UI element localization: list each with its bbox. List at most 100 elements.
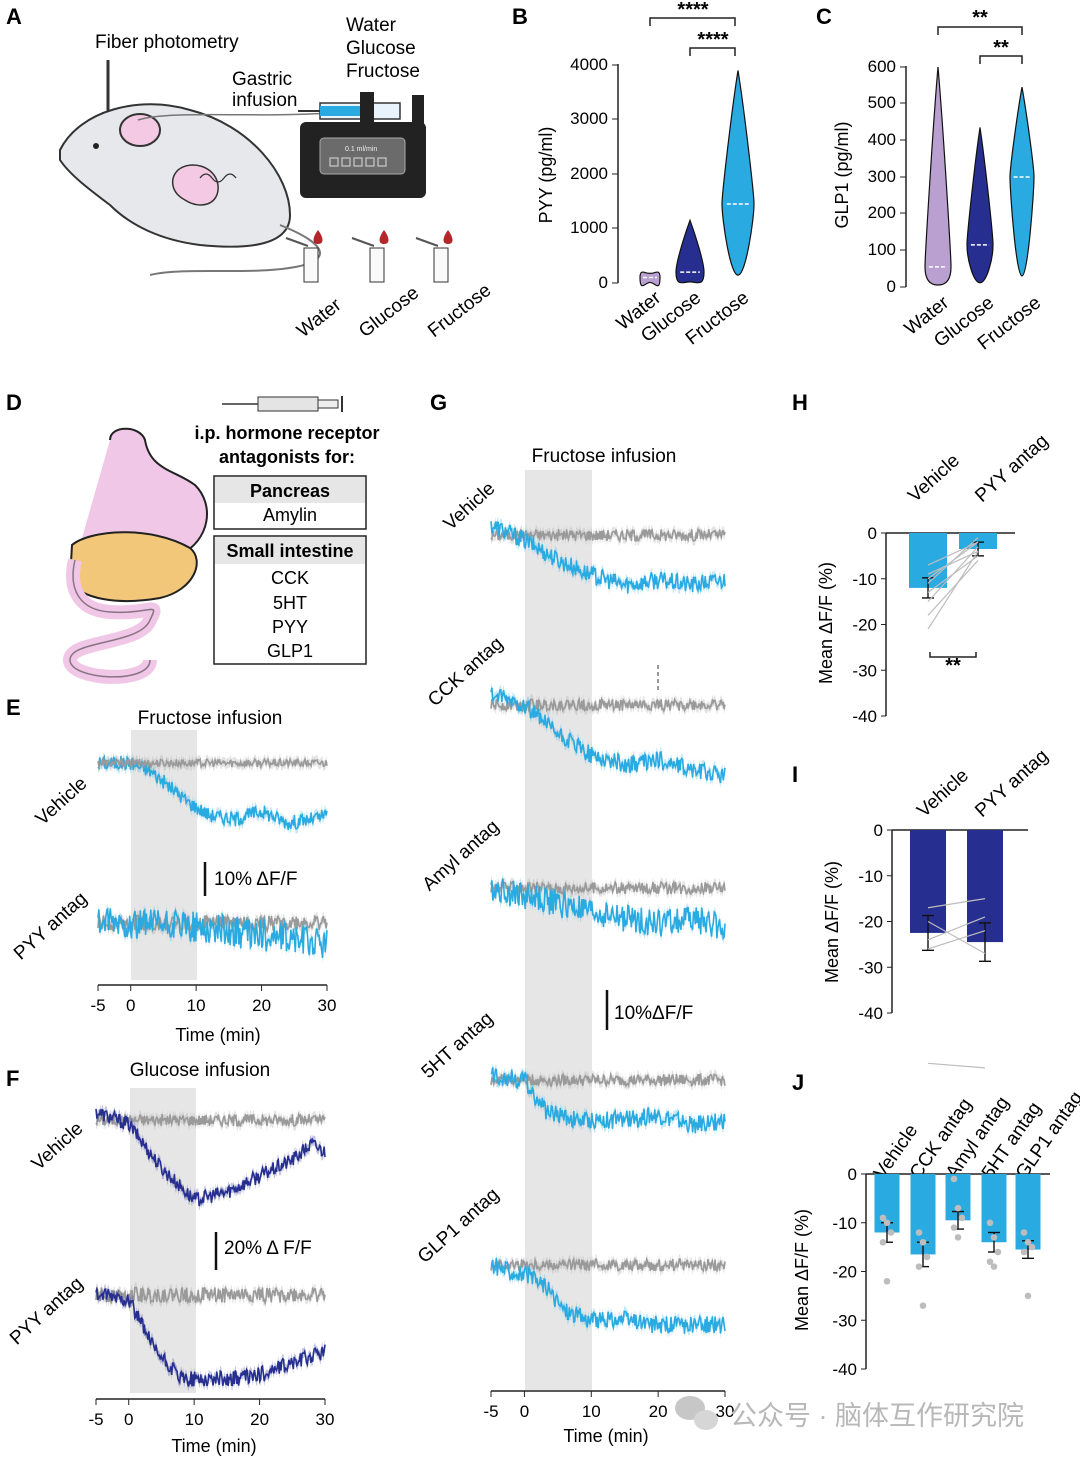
trace-line bbox=[97, 754, 328, 831]
e-xaxis: -5 0 10 20 30 bbox=[90, 985, 336, 1015]
x-tick-label: 0 bbox=[124, 1410, 133, 1429]
d-heading-2: antagonists for: bbox=[219, 447, 355, 467]
violin-water bbox=[639, 271, 661, 287]
y-tick-label: -30 bbox=[858, 958, 883, 977]
data-point bbox=[915, 1263, 923, 1270]
panel-letter-h: H bbox=[792, 390, 808, 415]
syringe-pump: 0.1 ml/min bbox=[298, 92, 426, 198]
d-heading-1: i.p. hormone receptor bbox=[194, 423, 379, 443]
panel-j-bars: J Mean ΔF/F (%) Vehicle CCK antag Amyl a… bbox=[792, 1070, 1080, 1379]
y-tick-label: -20 bbox=[852, 616, 877, 635]
paired-line bbox=[927, 898, 986, 909]
g-cond-glp1: GLP1 antag bbox=[414, 1184, 503, 1267]
h-ylabel: Mean ΔF/F (%) bbox=[816, 562, 836, 684]
data-point bbox=[1024, 1292, 1032, 1300]
g-cond-5ht: 5HT antag bbox=[418, 1008, 498, 1083]
h-xtick-vehicle: Vehicle bbox=[904, 450, 964, 507]
panel-c-glp1-violin: C GLP1 (pg/ml) 0 100 200 300 400 500 600… bbox=[816, 4, 1045, 354]
data-point bbox=[919, 1302, 927, 1309]
intestine-heading: Small intestine bbox=[226, 541, 353, 561]
data-point bbox=[915, 1229, 923, 1236]
syringe-icon bbox=[222, 396, 343, 412]
trace-line bbox=[490, 526, 726, 543]
violin-fructose bbox=[1009, 87, 1035, 277]
violin-glucose bbox=[675, 218, 705, 284]
panel-letter-a: A bbox=[6, 4, 22, 29]
paired-line bbox=[927, 550, 979, 630]
bar-glp1-antag bbox=[1015, 1174, 1041, 1250]
c-ylabel: GLP1 (pg/ml) bbox=[832, 121, 852, 228]
c-violins bbox=[924, 66, 1035, 286]
h-sig-bracket bbox=[929, 652, 977, 658]
pancreas-heading: Pancreas bbox=[250, 481, 330, 501]
panel-f-traces: F Glucose infusion Vehicle PYY antag 20%… bbox=[6, 1060, 334, 1456]
data-point bbox=[883, 1219, 891, 1227]
trace-line bbox=[490, 1257, 726, 1334]
c-sig-bracket-2 bbox=[979, 55, 1023, 64]
paired-line bbox=[927, 930, 986, 950]
trace-line bbox=[95, 1111, 326, 1128]
x-tick-label: 30 bbox=[716, 1402, 735, 1421]
panel-a: A Fiber photometry Gastric infusion Wate… bbox=[6, 4, 495, 342]
intestine-item-5ht: 5HT bbox=[273, 593, 307, 613]
f-scalebar-label: 20% Δ F/F bbox=[224, 1238, 312, 1259]
b-sig-label-1: **** bbox=[677, 0, 708, 21]
solution-label-glucose: Glucose bbox=[346, 38, 416, 59]
c-sig-bracket-1 bbox=[937, 26, 1023, 35]
x-tick-label: 0 bbox=[126, 996, 135, 1015]
data-point bbox=[954, 1234, 962, 1241]
c-ytick-2: 200 bbox=[868, 203, 896, 222]
e-scalebar-label: 10% ΔF/F bbox=[214, 869, 297, 890]
i-xtick-vehicle: Vehicle bbox=[913, 765, 973, 822]
b-ytick-1: 1000 bbox=[570, 218, 608, 237]
gastric-label-2: infusion bbox=[232, 90, 298, 111]
pancreas-item-amylin: Amylin bbox=[263, 505, 317, 525]
data-point bbox=[879, 1238, 887, 1246]
x-tick-label: 0 bbox=[520, 1402, 529, 1421]
c-ytick-1: 100 bbox=[868, 240, 896, 259]
wechat-icon bbox=[675, 1396, 718, 1430]
y-tick-label: -40 bbox=[852, 707, 877, 726]
trace-sem-band bbox=[491, 1062, 725, 1139]
b-sig-bracket-1 bbox=[649, 17, 736, 26]
panel-letter-d: D bbox=[6, 390, 22, 415]
b-ytick-2: 2000 bbox=[570, 164, 608, 183]
panel-letter-i: I bbox=[792, 762, 798, 787]
y-tick-label: -10 bbox=[852, 570, 877, 589]
e-traces bbox=[97, 751, 328, 963]
c-sig-label-2: ** bbox=[993, 37, 1009, 59]
y-tick-label: -30 bbox=[832, 1311, 857, 1330]
mouse-illustration bbox=[59, 60, 331, 276]
trace-sem-band bbox=[491, 516, 725, 599]
trace-sem-band bbox=[491, 1069, 725, 1091]
data-point bbox=[994, 1248, 1002, 1256]
b-ytick-3: 3000 bbox=[570, 109, 608, 128]
c-ytick-4: 400 bbox=[868, 130, 896, 149]
b-sig-label-2: **** bbox=[697, 29, 728, 51]
x-tick-label: -5 bbox=[483, 1402, 498, 1421]
x-tick-label: 20 bbox=[252, 996, 271, 1015]
paired-line bbox=[927, 546, 979, 603]
h-sig-label: ** bbox=[945, 655, 961, 677]
panel-g-traces: G Fructose infusion Vehicle CCK antag Am… bbox=[414, 390, 735, 1446]
c-ytick-6: 600 bbox=[868, 57, 896, 76]
g-title: Fructose infusion bbox=[532, 446, 677, 467]
paired-line bbox=[927, 541, 979, 580]
y-tick-label: -40 bbox=[858, 1004, 883, 1023]
trace-line bbox=[490, 520, 726, 594]
i-chart: 0 -10 -20 -30 -40 bbox=[858, 821, 1028, 1069]
x-tick-label: 10 bbox=[185, 1410, 204, 1429]
i-ylabel: Mean ΔF/F (%) bbox=[822, 861, 842, 983]
solution-label-water: Water bbox=[346, 15, 397, 36]
gastric-label-1: Gastric bbox=[232, 69, 292, 90]
paired-line bbox=[927, 920, 986, 955]
bar-pyy-antag bbox=[959, 533, 997, 550]
c-sig-label-1: ** bbox=[972, 7, 988, 29]
f-cond-pyy: PYY antag bbox=[6, 1273, 87, 1349]
trace-line bbox=[97, 907, 328, 959]
trace-line bbox=[490, 1071, 726, 1089]
trace-line bbox=[97, 756, 328, 771]
trace-line bbox=[490, 1067, 726, 1134]
trace-sem-band bbox=[491, 682, 725, 788]
g-scalebar-label: 10%ΔF/F bbox=[614, 1003, 693, 1024]
